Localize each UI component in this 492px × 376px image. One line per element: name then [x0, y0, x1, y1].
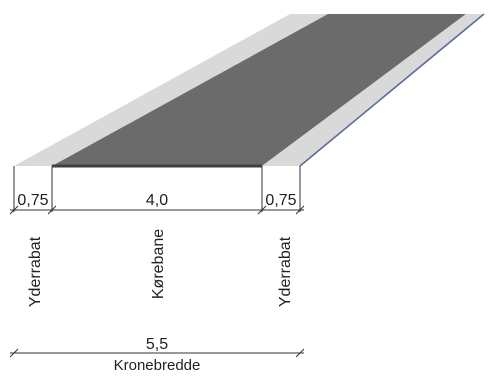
- extension-lines: [13, 166, 301, 212]
- dimension-tick: [257, 205, 267, 215]
- right-shoulder-label: Yderrabat: [277, 236, 294, 307]
- dimension-tick: [47, 205, 57, 215]
- left-shoulder-label: Yderrabat: [27, 236, 44, 307]
- carriageway-label: Kørebane: [150, 229, 167, 299]
- segment-dimension-line: [9, 205, 305, 215]
- dimension-tick: [295, 205, 305, 215]
- road-right-edge-line: [299, 13, 485, 167]
- total-width-label: Kronebredde: [114, 357, 201, 374]
- left-shoulder-surface: [14, 14, 328, 166]
- road-surface: [14, 13, 485, 168]
- right-shoulder-surface: [262, 14, 484, 166]
- total-width: 5,5: [146, 336, 168, 353]
- carriageway-width: 4,0: [146, 192, 168, 209]
- carriageway-surface: [52, 14, 466, 166]
- left-shoulder-width: 0,75: [17, 192, 48, 209]
- right-shoulder-width: 0,75: [265, 192, 296, 209]
- dimension-tick: [295, 348, 305, 358]
- dimension-tick: [9, 348, 19, 358]
- total-dimension-line: [9, 348, 305, 358]
- dimension-tick: [9, 205, 19, 215]
